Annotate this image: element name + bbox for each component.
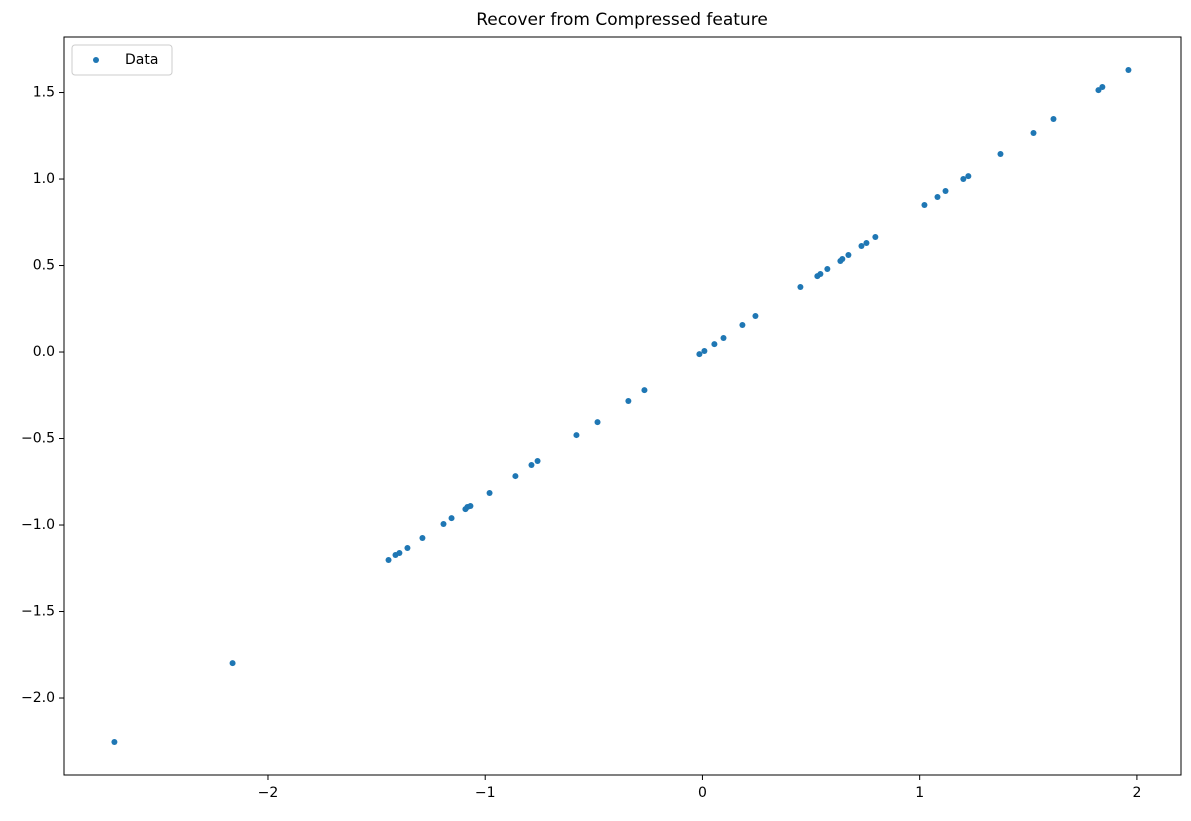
point	[752, 313, 759, 320]
point	[534, 458, 541, 465]
point	[625, 397, 632, 404]
chart-title: Recover from Compressed feature	[476, 10, 768, 30]
point	[385, 556, 392, 563]
point	[528, 461, 535, 468]
point	[1099, 83, 1106, 90]
point	[229, 660, 236, 667]
point	[997, 150, 1004, 157]
point	[641, 387, 648, 394]
x-tick-label: 2	[1132, 785, 1141, 801]
point	[440, 520, 447, 527]
y-tick-label: −1.5	[21, 604, 55, 620]
y-tick-label: 1.5	[33, 85, 55, 101]
point	[739, 322, 746, 329]
point	[696, 351, 703, 358]
point	[448, 515, 455, 522]
legend-marker	[93, 57, 99, 63]
point	[720, 335, 727, 342]
point	[863, 240, 870, 247]
point	[1125, 67, 1132, 74]
point	[404, 545, 411, 552]
x-tick-label: −2	[258, 785, 279, 801]
y-tick-label: 1.0	[33, 171, 55, 187]
point	[839, 255, 846, 262]
point	[921, 201, 928, 208]
point	[965, 173, 972, 180]
point	[942, 187, 949, 194]
point	[858, 242, 865, 249]
point	[1050, 116, 1057, 122]
y-tick-label: 0.0	[33, 344, 55, 360]
point	[486, 490, 493, 497]
x-tick-label: −1	[475, 785, 496, 801]
plot-frame	[63, 36, 1182, 776]
point	[573, 432, 580, 439]
point	[797, 283, 804, 290]
legend-label: Data	[125, 52, 158, 68]
y-tick-label: −1.0	[21, 517, 55, 533]
point	[817, 271, 824, 278]
point	[396, 550, 403, 557]
point	[845, 251, 852, 258]
y-tick-label: −0.5	[21, 431, 55, 447]
point	[111, 738, 118, 745]
point	[419, 534, 426, 541]
point	[594, 419, 601, 426]
point	[824, 265, 831, 272]
x-tick-label: 0	[698, 785, 707, 801]
point	[960, 176, 967, 183]
point	[872, 233, 879, 240]
point	[711, 341, 718, 348]
point	[512, 473, 519, 480]
x-tick-label: 1	[915, 785, 924, 801]
legend-box	[71, 44, 173, 76]
y-tick-label: −2.0	[21, 690, 55, 706]
point	[467, 502, 474, 509]
point	[934, 194, 941, 201]
point	[701, 347, 708, 354]
y-tick-label: 0.5	[33, 258, 55, 274]
point	[1030, 130, 1037, 137]
